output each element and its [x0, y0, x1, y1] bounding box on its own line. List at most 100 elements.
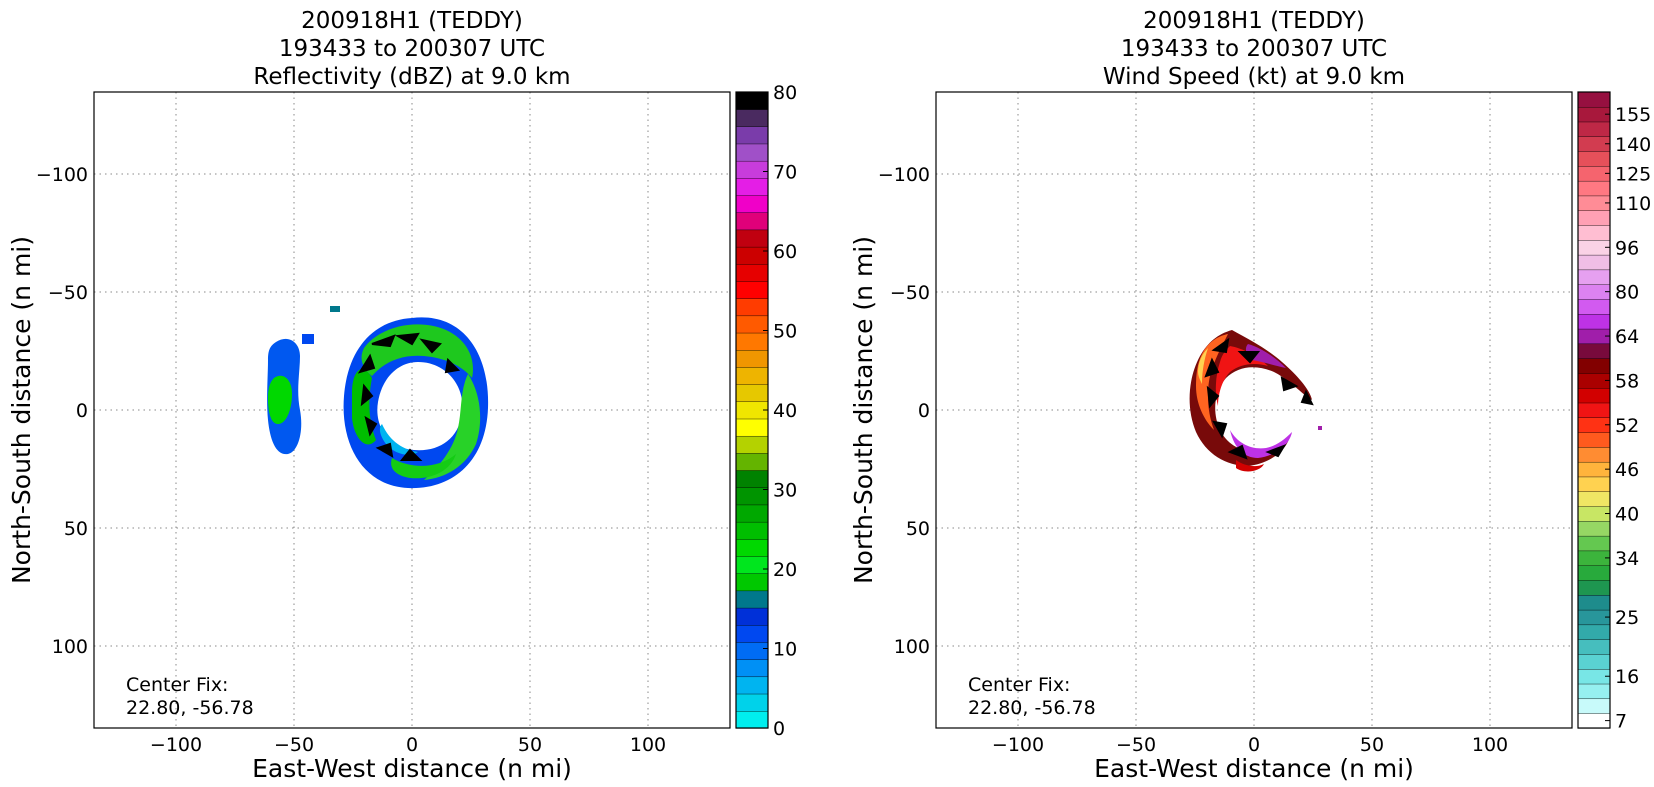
reflectivity-colorbar-bin — [735, 194, 769, 213]
reflectivity-center-fix-label: Center Fix: — [126, 674, 228, 696]
reflectivity-panel: 200918H1 (TEDDY) 193433 to 200307 UTC Re… — [7, 8, 797, 783]
wind-colorbar-bin — [1577, 446, 1611, 463]
wind-colorbar-bin — [1577, 224, 1611, 241]
wind-wind-barb — [1211, 337, 1230, 354]
reflectivity-ytick-label: 100 — [52, 636, 88, 658]
wind-ytick-label: 50 — [906, 518, 930, 540]
wind-speed-panel: 200918H1 (TEDDY) 193433 to 200307 UTC Wi… — [849, 8, 1651, 783]
reflectivity-wind-barbs — [357, 332, 461, 461]
reflectivity-colorbar-bin — [735, 177, 769, 196]
wind-title-line-3: Wind Speed (kt) at 9.0 km — [1103, 64, 1405, 90]
reflectivity-colorbar-bin — [735, 538, 769, 557]
wind-colorbar-bin — [1577, 210, 1611, 226]
reflectivity-ytick-label: 50 — [64, 518, 88, 540]
reflectivity-outer-rainband-green — [268, 375, 292, 424]
reflectivity-title-line-1: 200918H1 (TEDDY) — [301, 8, 523, 34]
wind-title-line-1: 200918H1 (TEDDY) — [1143, 8, 1365, 34]
reflectivity-x-axis-title: East-West distance (n mi) — [252, 754, 572, 783]
wind-crescent-red-band — [1215, 346, 1268, 406]
reflectivity-xtick-label: −100 — [150, 734, 202, 756]
wind-wind-barb — [1212, 420, 1228, 439]
reflectivity-colorbar-bin — [735, 349, 769, 368]
wind-colorbar-bin — [1577, 624, 1611, 640]
wind-colorbar-bin — [1577, 579, 1611, 596]
reflectivity-wind-barb — [444, 357, 461, 374]
wind-colorbar-tick-label: 80 — [1615, 282, 1639, 304]
reflectivity-colorbar-bin — [735, 418, 769, 437]
reflectivity-title-line-2: 193433 to 200307 UTC — [279, 36, 545, 62]
wind-colorbar-bin — [1577, 476, 1611, 492]
wind-wind-barb — [1300, 389, 1314, 406]
reflectivity-colorbar-bin — [735, 676, 769, 695]
wind-wind-barb — [1227, 444, 1248, 460]
wind-colorbar — [1577, 91, 1611, 729]
reflectivity-colorbar-bin — [735, 246, 769, 265]
wind-grid — [936, 92, 1572, 728]
reflectivity-colorbar-bin — [735, 693, 769, 712]
reflectivity-colorbar-tick-label: 10 — [773, 639, 797, 661]
reflectivity-small-cell-northwest — [302, 334, 314, 344]
reflectivity-wind-barb — [360, 383, 374, 407]
wind-colorbar-tick-label: 34 — [1615, 548, 1639, 570]
reflectivity-colorbar-bin — [735, 229, 769, 248]
reflectivity-colorbar-bin — [735, 298, 769, 317]
wind-colorbar-bin — [1577, 491, 1611, 507]
reflectivity-xtick-label: 100 — [630, 734, 666, 756]
wind-colorbar-bin — [1577, 313, 1611, 330]
wind-wind-barb — [1206, 385, 1220, 409]
wind-colorbar-bin — [1577, 254, 1611, 271]
reflectivity-colorbar-bin — [735, 366, 769, 385]
wind-colorbar-tick-label: 125 — [1615, 163, 1651, 185]
wind-colorbar-bin — [1577, 683, 1611, 700]
wind-colorbar-bin — [1577, 298, 1611, 315]
wind-colorbar-bin — [1577, 535, 1611, 552]
reflectivity-wind-barb — [371, 334, 396, 348]
wind-colorbar-tick-label: 110 — [1615, 193, 1651, 215]
reflectivity-colorbar-bin — [735, 143, 769, 162]
reflectivity-ring-green-band-south — [391, 454, 456, 479]
wind-colorbar-tick-label: 155 — [1615, 104, 1651, 126]
wind-ytick-label: −100 — [878, 164, 930, 186]
reflectivity-colorbar-tick-label: 30 — [773, 480, 797, 502]
reflectivity-colorbar-bin — [735, 280, 769, 299]
wind-colorbar-tick-label: 7 — [1615, 711, 1627, 733]
reflectivity-colorbar-bin — [735, 590, 769, 609]
wind-ytick-label: 0 — [918, 400, 930, 422]
reflectivity-colorbar-bin — [735, 469, 769, 488]
wind-title-line-2: 193433 to 200307 UTC — [1121, 36, 1387, 62]
reflectivity-colorbar-bin — [735, 607, 769, 626]
reflectivity-colorbar-ticks: 0 10 20 30 40 50 60 70 80 — [763, 82, 797, 740]
wind-colorbar-bin — [1577, 639, 1611, 655]
wind-x-axis-title: East-West distance (n mi) — [1094, 754, 1414, 783]
reflectivity-colorbar-bin — [735, 555, 769, 574]
reflectivity-ytick-label: −50 — [48, 282, 88, 304]
wind-wind-barb — [1265, 444, 1287, 458]
wind-colorbar-tick-label: 140 — [1615, 134, 1651, 156]
wind-ytick-label: 100 — [894, 636, 930, 658]
reflectivity-wind-barb — [394, 332, 420, 346]
wind-plot-area — [936, 92, 1572, 728]
reflectivity-colorbar-tick-label: 70 — [773, 162, 797, 184]
reflectivity-colorbar-bin — [735, 384, 769, 403]
wind-center-fix-value: 22.80, -56.78 — [968, 697, 1096, 719]
reflectivity-colorbar-bin — [735, 573, 769, 592]
reflectivity-colorbar-bin — [735, 710, 769, 729]
wind-colorbar-tick-label: 52 — [1615, 415, 1639, 437]
wind-colorbar-tick-label: 64 — [1615, 326, 1639, 348]
reflectivity-colorbar-bin — [735, 108, 769, 127]
wind-colorbar-bin — [1577, 653, 1611, 670]
reflectivity-colorbar-tick-label: 40 — [773, 400, 797, 422]
reflectivity-center-fix-value: 22.80, -56.78 — [126, 697, 254, 719]
reflectivity-grid — [94, 92, 730, 728]
wind-colorbar-bin — [1577, 698, 1611, 714]
wind-colorbar-bin — [1577, 343, 1611, 359]
wind-colorbar-tick-label: 16 — [1615, 666, 1639, 688]
wind-colorbar-bin — [1577, 121, 1611, 137]
reflectivity-ytick-label: −100 — [36, 164, 88, 186]
reflectivity-colorbar-tick-label: 80 — [773, 82, 797, 104]
wind-wind-barb — [1237, 351, 1261, 364]
wind-xtick-label: −50 — [1116, 734, 1156, 756]
wind-xtick-label: −100 — [992, 734, 1044, 756]
reflectivity-wind-barb — [419, 338, 442, 354]
